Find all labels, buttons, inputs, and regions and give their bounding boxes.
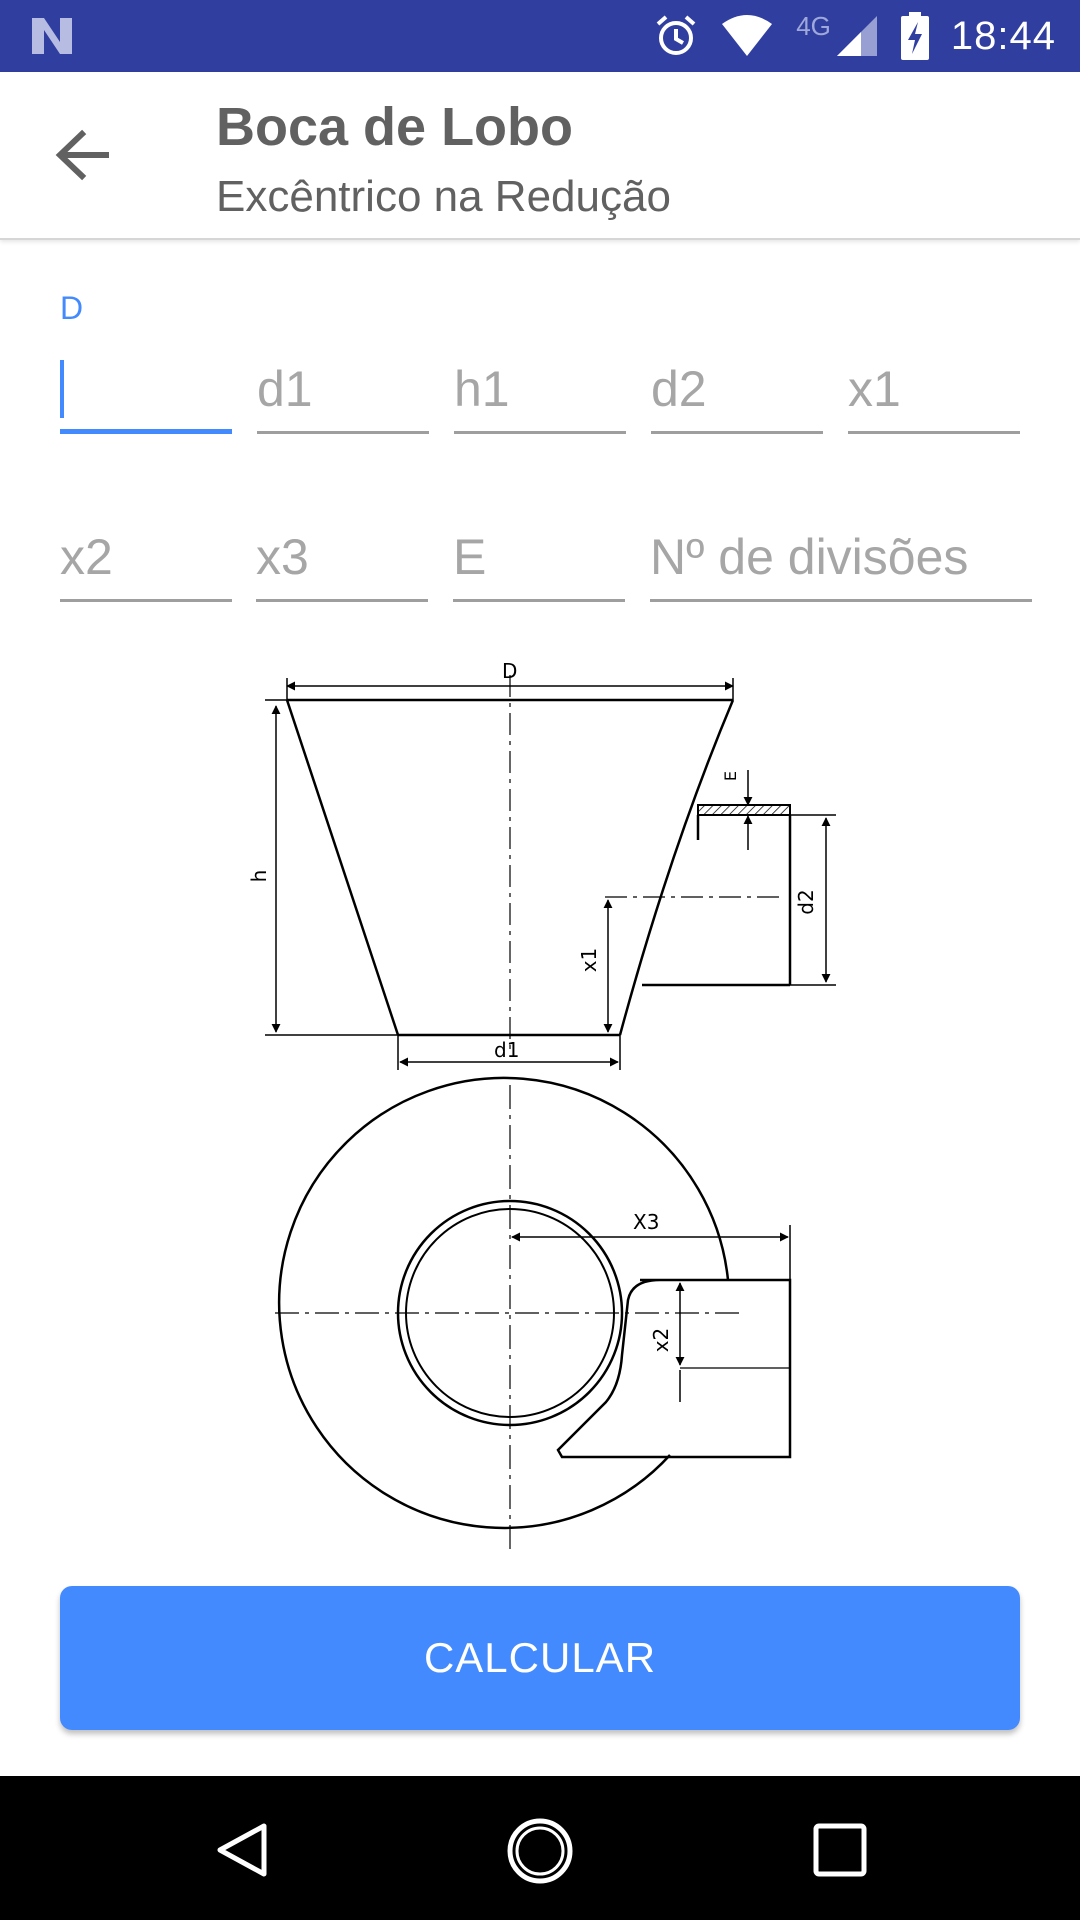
divisions-input-field[interactable] [650,514,1032,602]
e-input[interactable] [453,514,625,599]
d1-input-field[interactable] [257,346,429,434]
label-x1: x1 [577,948,601,973]
label-e: E [721,771,740,781]
d-input-field[interactable] [60,346,232,434]
e-input-field[interactable] [453,514,625,602]
d1-input[interactable] [257,346,429,431]
cell-signal-icon [836,16,877,56]
label-x2: x2 [649,1328,673,1353]
status-bar: 4G 18:44 [0,0,1080,72]
x2-input[interactable] [60,514,232,599]
x1-input-field[interactable] [848,346,1020,434]
notification-n-icon [32,18,72,54]
d2-input-field[interactable] [651,346,823,434]
calculate-button[interactable]: CALCULAR [60,1586,1020,1730]
app-bar: Boca de Lobo Excêntrico na Redução [0,72,1080,240]
label-x3: X3 [633,1210,659,1234]
recents-nav-icon[interactable] [812,1822,868,1878]
x1-input[interactable] [848,346,1020,431]
status-time: 18:44 [950,13,1056,58]
home-nav-icon[interactable] [505,1816,575,1886]
back-nav-icon[interactable] [212,1820,272,1880]
d-input[interactable] [60,346,232,429]
field-label-d: D [60,290,84,326]
label-d: D [502,659,517,683]
technical-drawing: D h E d2 x1 d1 X3 x2 [247,659,836,1550]
x3-input-field[interactable] [256,514,428,602]
label-h: h [247,870,271,883]
divisions-input[interactable] [650,514,1032,599]
top-view [277,1076,792,1530]
x2-input-field[interactable] [60,514,232,602]
text-caret [60,360,64,418]
label-d1: d1 [494,1038,519,1062]
navigation-bar [0,1776,1080,1920]
side-view [285,698,792,1037]
label-d2: d2 [794,889,818,914]
h1-input-field[interactable] [454,346,626,434]
back-arrow-icon[interactable] [52,124,114,186]
alarm-clock-icon [656,15,696,55]
page-title: Boca de Lobo [216,97,574,157]
h1-input[interactable] [454,346,626,431]
network-type-label: 4G [796,10,831,41]
wifi-icon [722,15,773,56]
x3-input[interactable] [256,514,428,599]
d2-input[interactable] [651,346,823,431]
page-subtitle: Excêntrico na Redução [216,172,671,221]
battery-charging-icon [900,12,929,60]
